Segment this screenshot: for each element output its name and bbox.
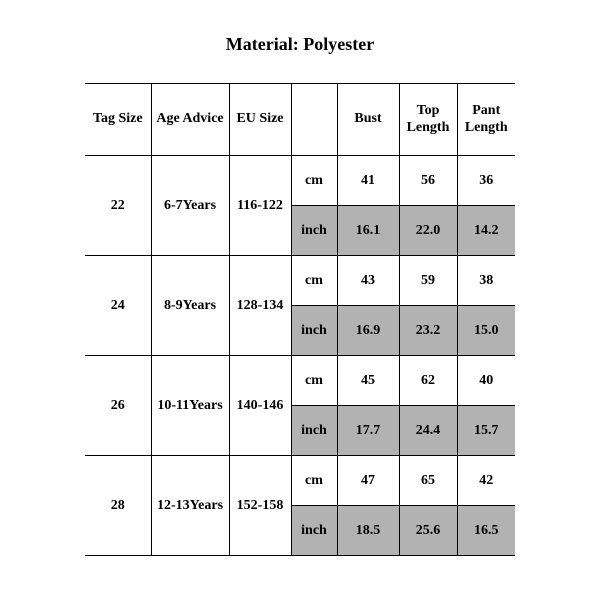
cell-top-length: 62 [399, 356, 457, 406]
cell-unit-inch: inch [291, 206, 337, 256]
cell-unit-inch: inch [291, 406, 337, 456]
cell-unit-inch: inch [291, 506, 337, 556]
cell-bust: 16.9 [337, 306, 399, 356]
cell-top-length: 25.6 [399, 506, 457, 556]
cell-pant-length: 42 [457, 456, 515, 506]
cell-tag-size: 28 [85, 456, 151, 556]
cell-top-length: 56 [399, 156, 457, 206]
cell-bust: 45 [337, 356, 399, 406]
cell-pant-length: 15.0 [457, 306, 515, 356]
col-top-length: Top Length [399, 84, 457, 156]
col-pant-length: Pant Length [457, 84, 515, 156]
col-bust: Bust [337, 84, 399, 156]
cell-eu-size: 140-146 [229, 356, 291, 456]
col-tag-size: Tag Size [85, 84, 151, 156]
table-row: 28 12-13Years 152-158 cm 47 65 42 [85, 456, 515, 506]
table-row: 22 6-7Years 116-122 cm 41 56 36 [85, 156, 515, 206]
cell-unit-cm: cm [291, 456, 337, 506]
cell-bust: 16.1 [337, 206, 399, 256]
cell-bust: 17.7 [337, 406, 399, 456]
cell-age-advice: 12-13Years [151, 456, 229, 556]
cell-top-length: 22.0 [399, 206, 457, 256]
cell-age-advice: 10-11Years [151, 356, 229, 456]
cell-bust: 43 [337, 256, 399, 306]
cell-eu-size: 116-122 [229, 156, 291, 256]
cell-tag-size: 26 [85, 356, 151, 456]
cell-bust: 41 [337, 156, 399, 206]
cell-pant-length: 36 [457, 156, 515, 206]
cell-tag-size: 22 [85, 156, 151, 256]
page: Material: Polyester Tag Size Age Advice … [0, 0, 600, 600]
col-unit [291, 84, 337, 156]
size-table: Tag Size Age Advice EU Size Bust Top Len… [85, 83, 515, 556]
cell-pant-length: 38 [457, 256, 515, 306]
cell-bust: 18.5 [337, 506, 399, 556]
cell-age-advice: 8-9Years [151, 256, 229, 356]
table-row: 24 8-9Years 128-134 cm 43 59 38 [85, 256, 515, 306]
table-header-row: Tag Size Age Advice EU Size Bust Top Len… [85, 84, 515, 156]
col-age-advice: Age Advice [151, 84, 229, 156]
cell-pant-length: 14.2 [457, 206, 515, 256]
cell-top-length: 23.2 [399, 306, 457, 356]
cell-top-length: 24.4 [399, 406, 457, 456]
cell-eu-size: 128-134 [229, 256, 291, 356]
cell-unit-inch: inch [291, 306, 337, 356]
cell-age-advice: 6-7Years [151, 156, 229, 256]
cell-top-length: 59 [399, 256, 457, 306]
page-title: Material: Polyester [0, 34, 600, 55]
col-eu-size: EU Size [229, 84, 291, 156]
cell-unit-cm: cm [291, 256, 337, 306]
cell-unit-cm: cm [291, 156, 337, 206]
cell-bust: 47 [337, 456, 399, 506]
cell-pant-length: 15.7 [457, 406, 515, 456]
cell-top-length: 65 [399, 456, 457, 506]
table-body: 22 6-7Years 116-122 cm 41 56 36 inch 16.… [85, 156, 515, 556]
cell-pant-length: 40 [457, 356, 515, 406]
cell-eu-size: 152-158 [229, 456, 291, 556]
cell-tag-size: 24 [85, 256, 151, 356]
table-row: 26 10-11Years 140-146 cm 45 62 40 [85, 356, 515, 406]
cell-unit-cm: cm [291, 356, 337, 406]
cell-pant-length: 16.5 [457, 506, 515, 556]
